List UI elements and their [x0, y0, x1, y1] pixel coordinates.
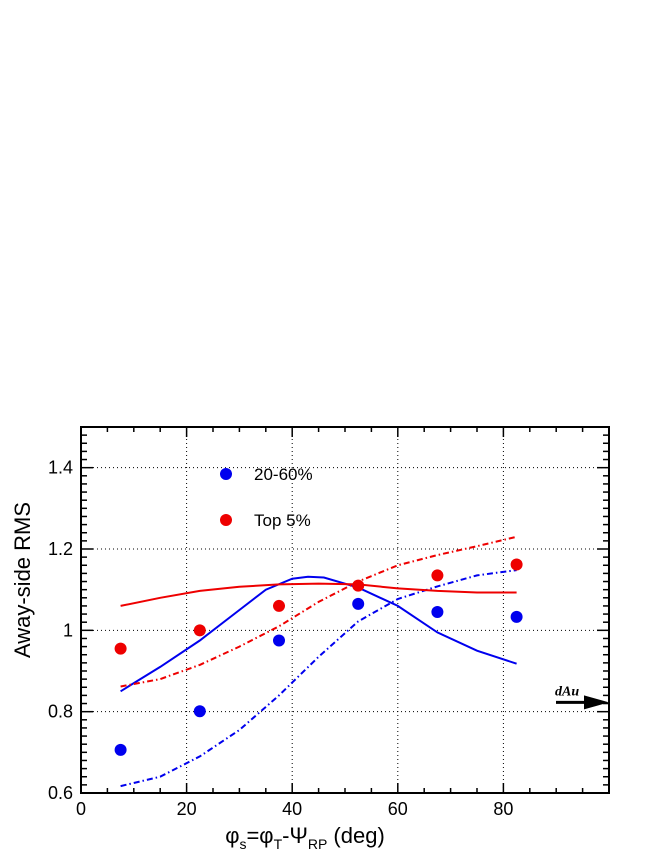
x-tick-label-4: 80	[493, 799, 513, 819]
model-curve-0	[120, 575, 517, 693]
model-curve-2	[120, 582, 517, 607]
y-tick-label-2: 1	[63, 620, 73, 640]
y-axis-title: Away-side RMS	[10, 502, 35, 658]
dau-annotation: dAu	[555, 684, 609, 710]
data-point-1-4	[431, 569, 444, 582]
x-tick-label-1: 20	[177, 799, 197, 819]
data-point-0-4	[431, 606, 444, 619]
x-tick-label-0: 0	[76, 799, 86, 819]
legend-marker-top5	[220, 514, 232, 526]
data-point-1-5	[510, 558, 523, 571]
y-tick-label-4: 1.4	[48, 458, 73, 478]
data-point-1-1	[193, 624, 206, 637]
data-point-0-5	[510, 610, 523, 623]
data-point-0-2	[273, 634, 285, 647]
data-point-0-0	[114, 743, 127, 756]
model-curve-3	[120, 535, 517, 688]
x-title-sub-s: s	[239, 836, 246, 852]
tick-labels: 0 20 40 60 80 0.6 0.8 1 1.2 1.4	[48, 458, 513, 819]
data-point-0-3	[352, 597, 365, 610]
legend: 20-60% Top 5%	[220, 465, 313, 530]
data-point-1-3	[352, 579, 365, 592]
model-curve-1	[120, 569, 517, 788]
legend-marker-20-60	[220, 468, 232, 480]
x-tick-label-3: 60	[388, 799, 408, 819]
x-title-sub-rp: RP	[308, 836, 327, 852]
data-point-0-1	[193, 705, 206, 718]
x-title-unit: (deg)	[327, 823, 384, 848]
grid-lines	[81, 427, 609, 793]
y-tick-label-3: 1.2	[48, 539, 73, 559]
x-title-sub-t: T	[274, 836, 283, 852]
model-curves	[120, 535, 517, 788]
x-tick-label-2: 40	[282, 799, 302, 819]
axis-ticks	[80, 426, 610, 794]
x-axis-title: φs=φT-ΨRP (deg)	[225, 823, 385, 852]
y-tick-label-1: 0.8	[48, 702, 73, 722]
x-title-psi: -Ψ	[282, 823, 308, 848]
legend-label-20-60: 20-60%	[254, 465, 313, 484]
y-tick-label-0: 0.6	[48, 783, 73, 803]
dau-arrow-head	[584, 695, 609, 710]
x-title-phi: φ	[225, 823, 239, 848]
data-points	[114, 558, 523, 756]
legend-label-top5: Top 5%	[254, 511, 311, 530]
dau-label: dAu	[555, 684, 579, 699]
data-point-1-0	[114, 642, 127, 655]
x-title-eq-phi: =φ	[246, 823, 273, 848]
data-point-1-2	[273, 599, 285, 612]
